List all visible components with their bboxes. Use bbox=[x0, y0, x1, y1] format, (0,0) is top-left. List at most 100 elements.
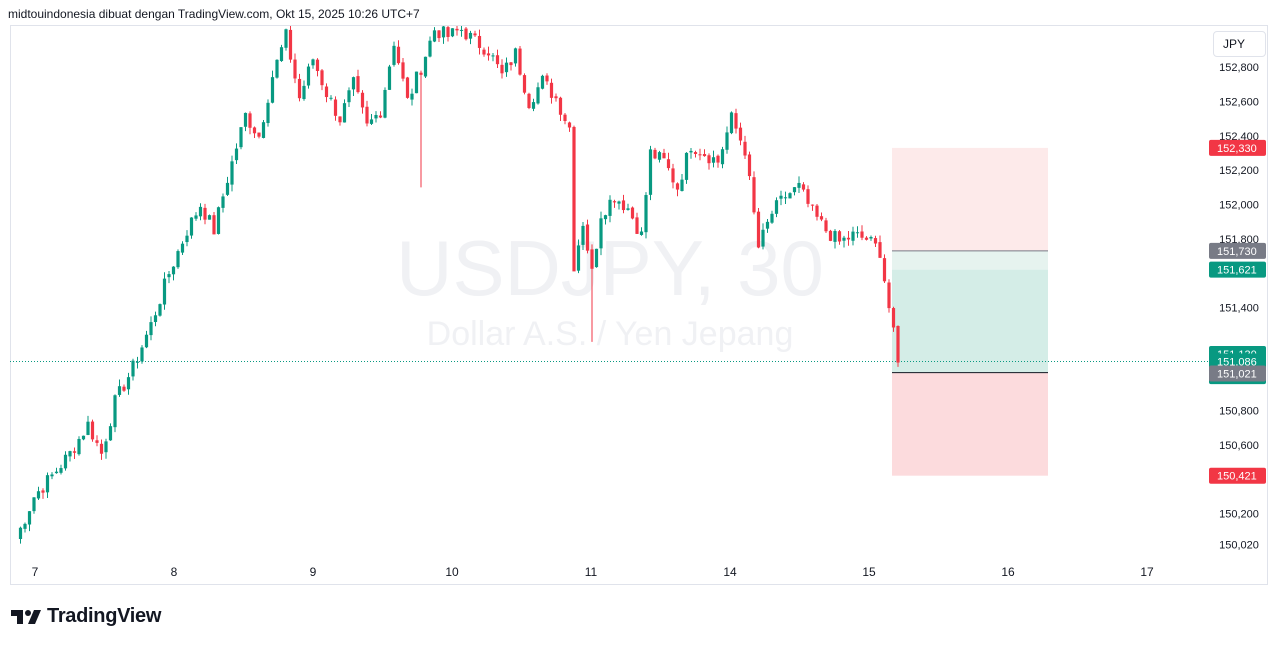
x-axis-tick-label: 14 bbox=[723, 565, 737, 579]
candle-body bbox=[617, 201, 621, 204]
x-axis-tick-label: 10 bbox=[445, 565, 459, 579]
candle-body bbox=[536, 87, 540, 104]
candle-body bbox=[734, 113, 738, 129]
candle-body bbox=[185, 235, 189, 243]
y-axis-tick-label: 151,400 bbox=[1219, 303, 1259, 315]
candle-body bbox=[869, 237, 873, 239]
candle-body bbox=[432, 30, 437, 42]
candle-body bbox=[203, 207, 207, 220]
x-axis-tick-label: 17 bbox=[1140, 565, 1154, 579]
candle-body bbox=[68, 451, 72, 457]
candle-body bbox=[252, 127, 257, 134]
candle-body bbox=[689, 150, 693, 153]
candle-body bbox=[896, 325, 900, 363]
candle-body bbox=[396, 46, 401, 64]
candle-body bbox=[266, 102, 270, 124]
candle-body bbox=[824, 220, 828, 232]
candle-body bbox=[518, 48, 522, 75]
candle-body bbox=[167, 274, 171, 278]
y-axis-tick-label: 150,200 bbox=[1219, 509, 1259, 521]
candle-body bbox=[401, 62, 405, 79]
candle-body bbox=[581, 225, 585, 245]
price-tag-label: 151,621 bbox=[1217, 265, 1257, 277]
candle-body bbox=[891, 308, 896, 328]
candle-body bbox=[446, 27, 450, 37]
candle-body bbox=[743, 141, 747, 156]
candle-body bbox=[788, 193, 792, 199]
candle-body bbox=[608, 199, 612, 216]
candle-body bbox=[306, 66, 311, 86]
candle-body bbox=[50, 474, 54, 477]
candle-body bbox=[153, 315, 158, 323]
candle-body bbox=[297, 78, 302, 99]
candle-body bbox=[225, 182, 230, 195]
candle-body bbox=[315, 59, 320, 72]
candle-body bbox=[473, 33, 477, 36]
candle-body bbox=[792, 187, 797, 193]
candle-body bbox=[369, 119, 374, 124]
tradingview-logo[interactable]: TradingView bbox=[11, 603, 161, 629]
candle-body bbox=[162, 278, 167, 305]
price-tag-bg bbox=[1209, 365, 1266, 382]
candle-body bbox=[365, 106, 369, 124]
candle-body bbox=[374, 115, 378, 119]
candle-body bbox=[774, 200, 779, 214]
candle-body bbox=[45, 475, 50, 493]
x-axis-tick-label: 16 bbox=[1001, 565, 1015, 579]
candle-body bbox=[378, 115, 383, 118]
candle-body bbox=[671, 168, 675, 183]
candle-body bbox=[765, 221, 770, 229]
candle-body bbox=[122, 386, 126, 391]
candle-body bbox=[338, 116, 342, 123]
candle-body bbox=[675, 183, 680, 190]
candle-body bbox=[486, 53, 491, 56]
candle-body bbox=[77, 438, 81, 455]
chart-attribution: midtouindonesia dibuat dengan TradingVie… bbox=[8, 7, 420, 21]
candle-body bbox=[117, 386, 122, 395]
candle-body bbox=[180, 243, 185, 253]
watermark-symbol: USDJPY, 30 bbox=[396, 224, 824, 312]
candle-body bbox=[864, 237, 869, 240]
candle-body bbox=[837, 231, 842, 242]
price-tag-target: 150,421 bbox=[1209, 467, 1266, 484]
candle-body bbox=[698, 154, 702, 156]
candle-body bbox=[657, 152, 662, 160]
candle-body bbox=[833, 231, 837, 242]
candle-body bbox=[171, 266, 176, 275]
candle-body bbox=[149, 322, 153, 336]
candle-body bbox=[459, 29, 464, 31]
candle-body bbox=[288, 29, 293, 60]
candle-body bbox=[423, 56, 428, 77]
candle-body bbox=[558, 97, 563, 115]
candle-body bbox=[387, 66, 392, 90]
candle-body bbox=[644, 195, 648, 233]
watermark-description: Dollar A.S. / Yen Jepang bbox=[427, 315, 794, 353]
candle-body bbox=[212, 215, 216, 235]
candle-body bbox=[878, 242, 882, 258]
x-axis-tick-label: 7 bbox=[32, 565, 39, 579]
candle-body bbox=[545, 75, 549, 82]
candle-body bbox=[113, 395, 117, 428]
candle-body bbox=[846, 237, 851, 240]
candle-body bbox=[815, 205, 819, 217]
candle-body bbox=[549, 82, 554, 98]
chart-frame[interactable] bbox=[10, 25, 1268, 585]
candle-body bbox=[576, 245, 581, 271]
candles-group bbox=[18, 26, 900, 544]
candle-body bbox=[194, 215, 198, 219]
candle-body bbox=[324, 86, 329, 98]
currency-unit-button[interactable]: JPY bbox=[1213, 31, 1266, 57]
y-axis-tick-label: 151,800 bbox=[1219, 234, 1259, 246]
price-tag-stop: 152,330 bbox=[1209, 139, 1266, 156]
candle-body bbox=[140, 347, 144, 362]
candle-body bbox=[383, 89, 387, 118]
price-tag-last: 151,086 bbox=[1209, 353, 1266, 370]
candle-body bbox=[756, 211, 761, 248]
y-axis-tick-label: 152,800 bbox=[1219, 62, 1259, 74]
candle-body bbox=[716, 155, 720, 163]
candle-body bbox=[860, 231, 864, 238]
candle-body bbox=[599, 218, 603, 249]
candle-body bbox=[234, 148, 239, 161]
candle-body bbox=[59, 468, 63, 473]
